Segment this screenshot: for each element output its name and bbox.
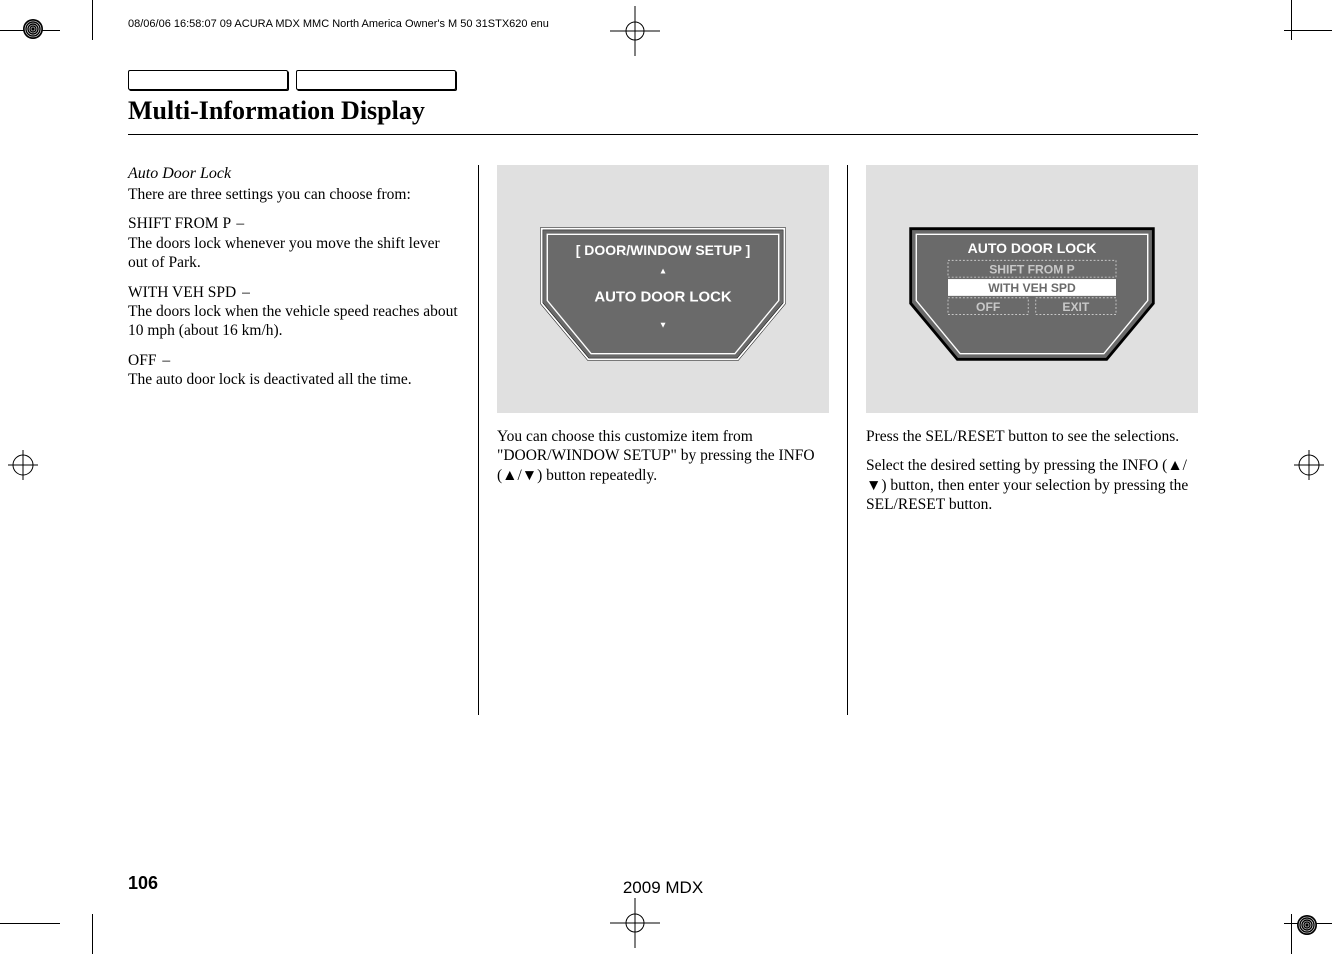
header-tab-box xyxy=(296,70,456,90)
option-desc: The doors lock when the vehicle speed re… xyxy=(128,303,458,339)
column-middle: [ DOOR/WINDOW SETUP ] ▲ AUTO DOOR LOCK ▼… xyxy=(479,165,847,715)
header-tab-box xyxy=(128,70,288,90)
section-title: Multi-Information Display xyxy=(128,96,1198,126)
crop-mark xyxy=(1291,0,1292,40)
registration-cross-icon xyxy=(610,898,660,948)
column-text: You can choose this customize item from … xyxy=(497,427,829,485)
divider xyxy=(128,134,1198,135)
display-option-selected: WITH VEH SPD xyxy=(988,281,1076,295)
info-display-svg: AUTO DOOR LOCK SHIFT FROM P WITH VEH SPD… xyxy=(892,210,1172,369)
up-triangle-icon: ▲ xyxy=(659,266,667,275)
page-footer: 106 2009 MDX xyxy=(128,873,1198,894)
option-block: WITH VEH SPD – The doors lock when the v… xyxy=(128,283,460,341)
crop-mark xyxy=(0,923,60,924)
display-option: SHIFT FROM P xyxy=(989,262,1075,276)
option-name: OFF xyxy=(128,352,156,369)
display-illustration: [ DOOR/WINDOW SETUP ] ▲ AUTO DOOR LOCK ▼ xyxy=(497,165,829,413)
print-header: 08/06/06 16:58:07 09 ACURA MDX MMC North… xyxy=(128,18,549,30)
option-block: SHIFT FROM P – The doors lock whenever y… xyxy=(128,214,460,272)
option-desc: The auto door lock is deactivated all th… xyxy=(128,371,412,388)
dash: – xyxy=(160,352,172,369)
display-option: EXIT xyxy=(1062,299,1090,313)
subheading: Auto Door Lock xyxy=(128,165,460,183)
display-top-label: [ DOOR/WINDOW SETUP ] xyxy=(576,241,751,257)
model-year: 2009 MDX xyxy=(623,878,703,898)
display-title: AUTO DOOR LOCK xyxy=(968,240,1097,256)
column-right: AUTO DOOR LOCK SHIFT FROM P WITH VEH SPD… xyxy=(848,165,1198,715)
page-content: Multi-Information Display Auto Door Lock… xyxy=(128,70,1198,715)
column-left: Auto Door Lock There are three settings … xyxy=(128,165,478,715)
display-main-label: AUTO DOOR LOCK xyxy=(594,288,732,305)
registration-cross-icon xyxy=(610,6,660,56)
option-name: SHIFT FROM P xyxy=(128,215,231,232)
dash: – xyxy=(234,215,246,232)
page-number: 106 xyxy=(128,873,158,893)
column-text: Select the desired setting by pressing t… xyxy=(866,456,1198,514)
display-illustration: AUTO DOOR LOCK SHIFT FROM P WITH VEH SPD… xyxy=(866,165,1198,413)
column-text: Press the SEL/RESET button to see the se… xyxy=(866,427,1198,446)
intro-text: There are three settings you can choose … xyxy=(128,185,460,204)
down-triangle-icon: ▼ xyxy=(659,320,667,329)
display-option: OFF xyxy=(976,299,1000,313)
option-desc: The doors lock whenever you move the shi… xyxy=(128,235,440,271)
registration-mark-icon xyxy=(1292,910,1322,940)
option-name: WITH VEH SPD xyxy=(128,284,236,301)
crop-mark xyxy=(92,0,93,40)
info-display-svg: [ DOOR/WINDOW SETUP ] ▲ AUTO DOOR LOCK ▼ xyxy=(523,210,803,369)
registration-mark-icon xyxy=(18,14,48,44)
registration-mark-icon xyxy=(1294,450,1324,480)
crop-mark xyxy=(92,914,93,954)
registration-mark-icon xyxy=(8,450,38,480)
option-block: OFF – The auto door lock is deactivated … xyxy=(128,351,460,390)
dash: – xyxy=(240,284,252,301)
content-columns: Auto Door Lock There are three settings … xyxy=(128,165,1198,715)
